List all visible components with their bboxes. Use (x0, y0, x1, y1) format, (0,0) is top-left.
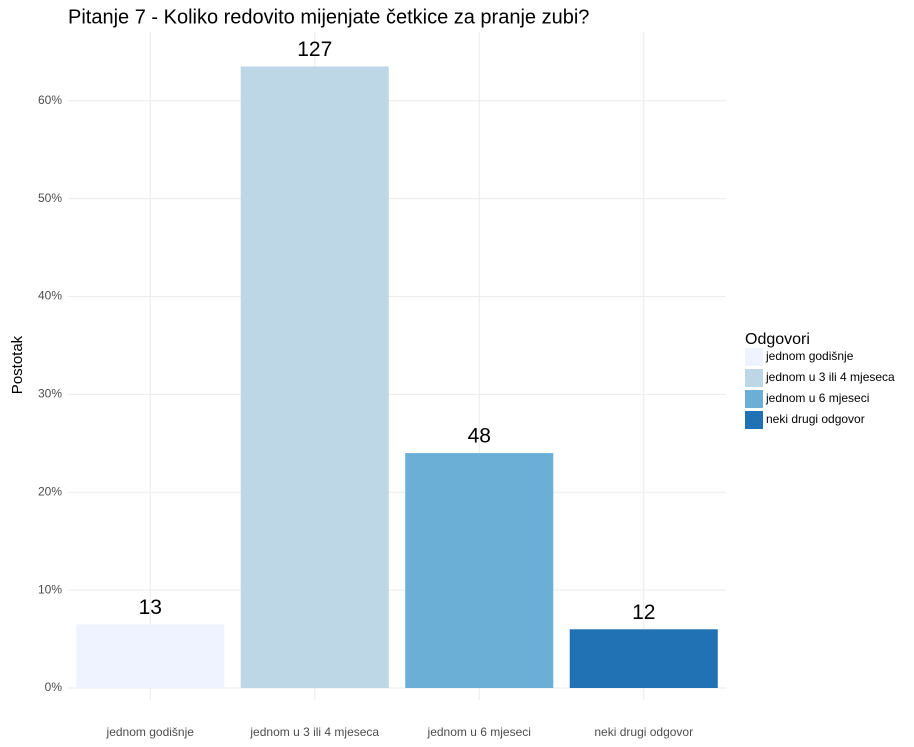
x-tick-label: jednom godišnje (106, 725, 195, 739)
y-tick-label: 20% (38, 484, 62, 498)
x-tick-label: jednom u 6 mjeseci (427, 725, 531, 739)
legend-label: jednom godišnje (765, 349, 854, 363)
data-label: 48 (468, 425, 491, 448)
legend-title: Odgovori (745, 331, 810, 348)
legend-key (745, 369, 763, 387)
legend-label: neki drugi odgovor (766, 412, 865, 426)
x-tick-label: neki drugi odgovor (594, 725, 693, 739)
y-tick-label: 10% (38, 582, 62, 596)
y-axis-label: Postotak (9, 335, 26, 394)
bar (405, 453, 554, 688)
data-label: 12 (632, 601, 655, 624)
data-label: 13 (139, 596, 162, 619)
data-label: 127 (297, 38, 332, 61)
legend-key (745, 411, 763, 429)
bar (569, 629, 718, 688)
legend-label: jednom u 3 ili 4 mjeseca (765, 370, 895, 384)
y-tick-label: 40% (38, 289, 62, 303)
bar (76, 624, 225, 688)
legend-label: jednom u 6 mjeseci (765, 391, 869, 405)
y-tick-label: 30% (38, 387, 62, 401)
bar (240, 66, 389, 688)
x-tick-label: jednom u 3 ili 4 mjeseca (249, 725, 379, 739)
y-tick-label: 0% (45, 680, 63, 694)
y-tick-label: 50% (38, 191, 62, 205)
y-tick-label: 60% (38, 93, 62, 107)
chart-title: Pitanje 7 - Koliko redovito mijenjate če… (68, 6, 589, 28)
legend-key (745, 390, 763, 408)
legend-key (745, 348, 763, 366)
